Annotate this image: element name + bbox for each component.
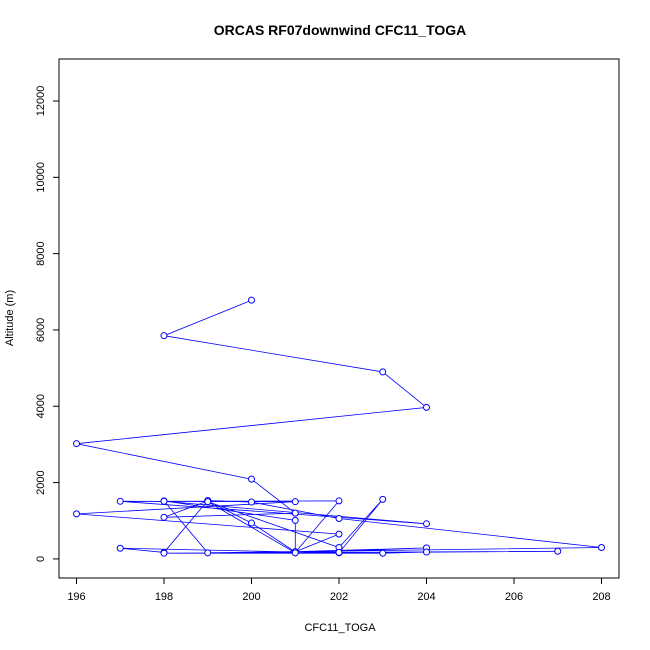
data-point — [291, 516, 299, 524]
data-point — [598, 543, 605, 551]
x-tick-label: 202 — [330, 591, 348, 603]
x-tick-label: 196 — [67, 591, 85, 603]
y-tick-label: 4000 — [35, 394, 47, 418]
y-tick-label: 12000 — [35, 86, 47, 117]
x-tick-label: 200 — [242, 591, 260, 603]
y-tick-label: 6000 — [35, 318, 47, 342]
y-tick-label: 0 — [35, 556, 47, 562]
data-point — [379, 549, 387, 557]
chart-title: ORCAS RF07downwind CFC11_TOGA — [214, 22, 467, 38]
data-point — [423, 520, 430, 528]
data-point — [554, 547, 562, 555]
data-point — [291, 498, 299, 506]
data-point — [73, 510, 80, 518]
data-point — [248, 296, 255, 304]
data-point — [248, 498, 255, 506]
data-point — [160, 549, 168, 557]
x-tick-label: 198 — [155, 591, 173, 603]
data-point — [335, 548, 343, 556]
y-axis-label: Altitude (m) — [4, 290, 16, 346]
data-point — [160, 513, 168, 521]
y-axis: 0 2000 4000 6000 8000 10000 12000 — [35, 86, 59, 562]
data-point — [335, 497, 343, 505]
x-axis: 196 198 200 202 204 206 208 — [67, 578, 611, 603]
x-axis-label: CFC11_TOGA — [304, 622, 376, 634]
data-point — [160, 332, 168, 340]
data-point — [379, 368, 387, 376]
x-tick-label: 204 — [417, 591, 435, 603]
data-point — [335, 530, 343, 538]
y-tick-label: 8000 — [35, 241, 47, 265]
data-point — [248, 519, 255, 527]
data-point — [423, 403, 430, 411]
series-layer — [73, 296, 605, 557]
data-point — [248, 475, 255, 483]
data-point — [160, 497, 168, 505]
data-point — [116, 497, 124, 505]
data-point — [204, 549, 212, 557]
y-tick-label: 2000 — [35, 470, 47, 494]
x-tick-label: 208 — [592, 591, 610, 603]
data-point — [291, 509, 299, 517]
data-point — [73, 440, 80, 448]
data-point — [423, 548, 430, 556]
data-point — [379, 495, 387, 503]
y-tick-label: 10000 — [35, 162, 47, 193]
data-point — [116, 544, 124, 552]
data-point — [291, 549, 299, 557]
data-point — [204, 498, 212, 506]
x-tick-label: 206 — [505, 591, 523, 603]
data-point — [335, 514, 343, 522]
